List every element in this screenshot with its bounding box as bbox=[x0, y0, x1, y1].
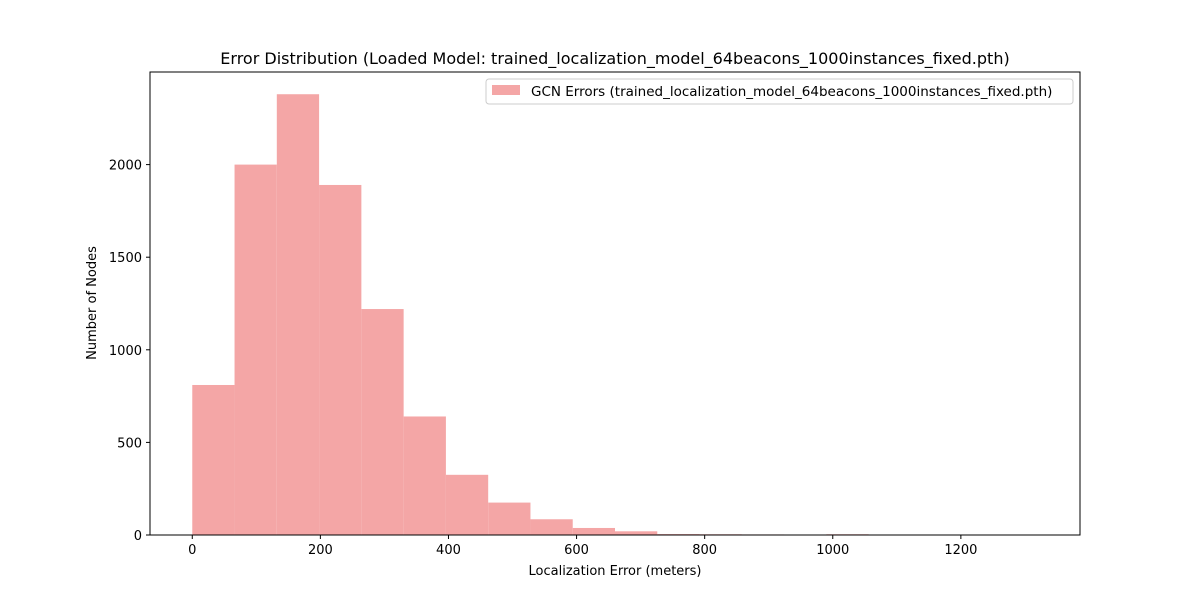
histogram-bar bbox=[361, 309, 404, 535]
histogram-bar bbox=[445, 474, 489, 535]
histogram-bar bbox=[192, 384, 235, 535]
y-axis: 0 500 1000 1500 2000 bbox=[109, 159, 150, 544]
plot-frame bbox=[149, 71, 1081, 536]
histogram-bar bbox=[488, 502, 531, 535]
legend-box bbox=[485, 78, 1074, 105]
x-tick-label: 0 bbox=[188, 543, 196, 558]
x-tick-label: 1200 bbox=[944, 543, 977, 558]
legend-swatch bbox=[492, 85, 520, 95]
histogram-bar bbox=[234, 164, 277, 535]
x-tick-label: 400 bbox=[436, 543, 461, 558]
x-axis: 0 200 400 600 800 1000 1200 bbox=[188, 535, 977, 558]
histogram-bar bbox=[319, 184, 362, 536]
bars-group bbox=[192, 94, 1038, 536]
x-axis-label: Localization Error (meters) bbox=[529, 564, 702, 579]
histogram-bar bbox=[403, 416, 446, 535]
histogram-bar bbox=[572, 527, 615, 535]
x-tick-label: 200 bbox=[308, 543, 333, 558]
x-tick-label: 1000 bbox=[816, 543, 849, 558]
histogram-bar bbox=[276, 94, 320, 535]
y-tick-label: 0 bbox=[134, 529, 142, 544]
legend-label: GCN Errors (trained_localization_model_6… bbox=[531, 84, 1052, 100]
x-tick-label: 600 bbox=[564, 543, 589, 558]
legend: GCN Errors (trained_localization_model_6… bbox=[485, 78, 1074, 105]
chart-title: Error Distribution (Loaded Model: traine… bbox=[220, 49, 1009, 69]
x-tick-label: 800 bbox=[692, 543, 717, 558]
y-tick-label: 1500 bbox=[109, 251, 142, 266]
y-tick-label: 2000 bbox=[109, 159, 142, 174]
y-axis-label: Number of Nodes bbox=[85, 246, 100, 360]
y-tick-label: 500 bbox=[117, 436, 142, 451]
histogram-bar bbox=[530, 519, 573, 535]
histogram-bar bbox=[615, 531, 658, 535]
y-tick-label: 1000 bbox=[109, 344, 142, 359]
